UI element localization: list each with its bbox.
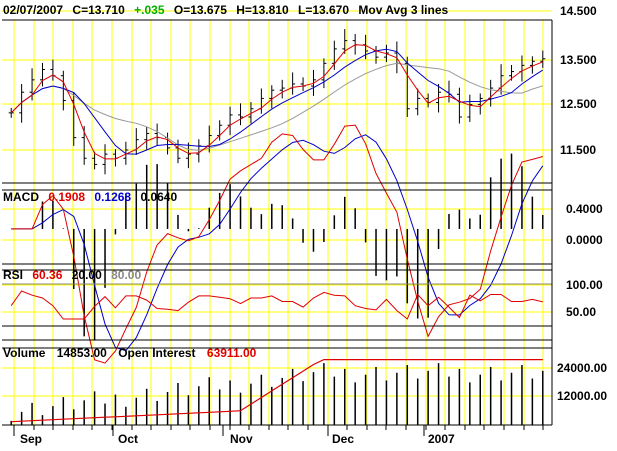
price-panel	[8, 29, 546, 175]
header-low: L=13.670	[298, 3, 349, 17]
ma-long-line	[10, 62, 543, 151]
x-tick-label: Dec	[332, 432, 354, 446]
oi-value: 63911.00	[207, 346, 257, 360]
price-tick-label: 13.500	[560, 53, 597, 67]
rsi-tick-label: 50.00	[566, 305, 596, 319]
volume-panel	[10, 359, 544, 425]
price-tick-label: 11.500	[560, 143, 596, 157]
macd-title: MACD	[3, 190, 39, 204]
header-open: O=13.675	[174, 3, 227, 17]
volume-tick-label: 24000.00	[557, 361, 607, 375]
ma-short-line	[10, 44, 543, 160]
volume-legend: Volume 14853.00 Open Interest 63911.00	[3, 346, 257, 360]
rsi-legend: RSI 60.36 20.00 80.00	[3, 268, 141, 282]
x-tick-label: Oct	[118, 432, 138, 446]
rsi-high-band: 80.00	[111, 268, 141, 282]
ma-mid-line	[10, 48, 544, 155]
header-indicator: Mov Avg 3 lines	[358, 3, 448, 17]
open-interest-line	[11, 359, 543, 423]
rsi-low-band: 20.00	[72, 268, 102, 282]
volume-tick-label: 12000.00	[557, 389, 607, 403]
price-tick-label: 14.500	[560, 4, 597, 18]
header-high: H=13.810	[236, 3, 289, 17]
rsi-panel	[2, 283, 552, 327]
x-tick-label: Nov	[230, 432, 253, 446]
header-change: +.035	[134, 3, 165, 17]
panel-frames	[2, 19, 553, 426]
x-tick-label: 2007	[428, 432, 455, 446]
header-date: 02/07/2007	[3, 3, 63, 17]
grid	[2, 10, 552, 436]
macd-histogram-value: 0.0640	[140, 190, 177, 204]
x-tick-label: Sep	[20, 432, 42, 446]
volume-value: 14853.00	[57, 346, 107, 360]
macd-signal-value: 0.1268	[94, 190, 131, 204]
rsi-tick-label: 100.00	[566, 278, 603, 292]
macd-tick-label: 0.4000	[566, 202, 603, 216]
macd-legend: MACD 0.1908 0.1268 0.0640	[3, 190, 177, 204]
macd-value: 0.1908	[48, 190, 85, 204]
price-tick-label: 12.500	[560, 97, 597, 111]
macd-signal-line	[11, 134, 544, 352]
rsi-line	[10, 290, 543, 320]
rsi-title: RSI	[3, 268, 23, 282]
header-close: C=13.710	[72, 3, 125, 17]
volume-title: Volume	[3, 346, 46, 360]
macd-line	[11, 124, 543, 364]
rsi-value: 60.36	[32, 268, 62, 282]
macd-tick-label: 0.0000	[566, 233, 603, 247]
header-line: 02/07/2007 C=13.710 +.035 O=13.675 H=13.…	[3, 3, 449, 17]
macd-panel	[11, 124, 544, 364]
oi-title: Open Interest	[118, 346, 195, 360]
